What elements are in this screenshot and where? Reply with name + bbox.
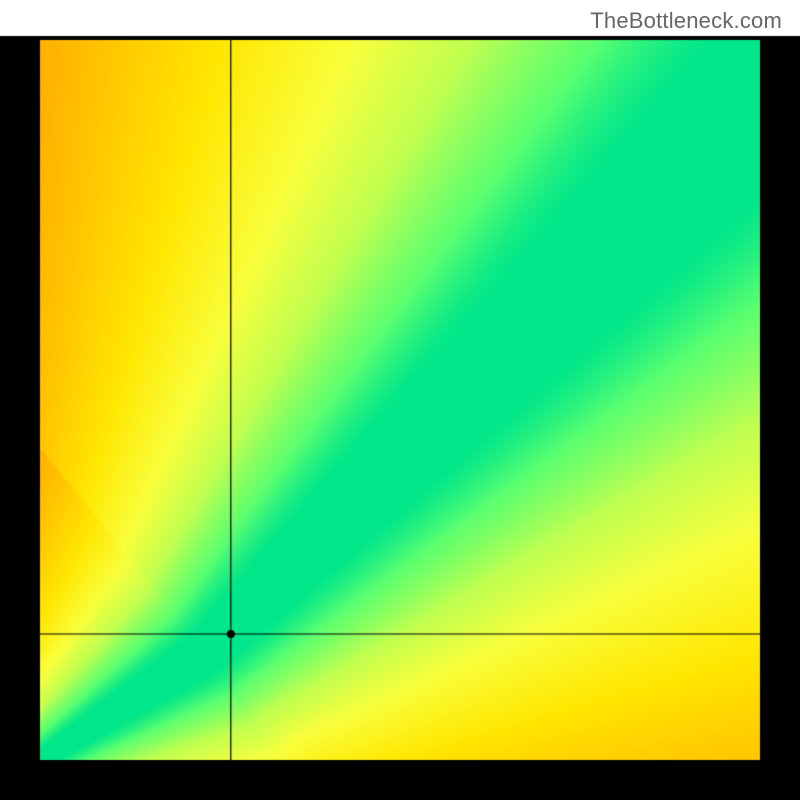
attribution-label: TheBottleneck.com (590, 8, 782, 34)
bottleneck-heatmap (0, 0, 800, 800)
chart-container: TheBottleneck.com (0, 0, 800, 800)
